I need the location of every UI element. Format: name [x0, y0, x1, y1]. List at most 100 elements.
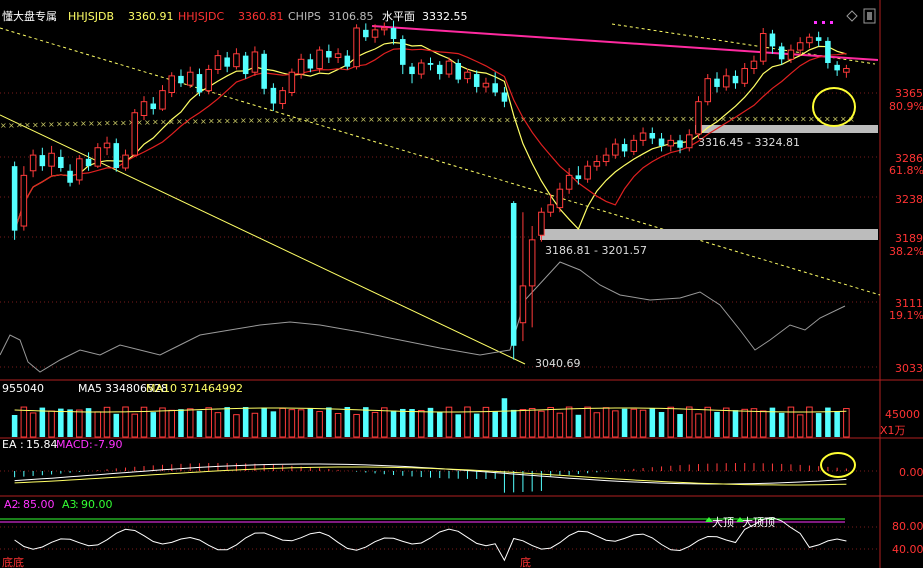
volume-bar-down — [409, 409, 415, 437]
osc-tick: 80.00 — [892, 520, 923, 533]
candle-body-up — [251, 51, 259, 73]
candle-body-up — [131, 112, 139, 156]
cross-marker: × — [680, 114, 687, 123]
candle-body-down — [390, 28, 397, 40]
cross-marker: × — [608, 115, 615, 124]
cross-marker: × — [200, 117, 207, 126]
chips-line — [0, 261, 846, 373]
volume-bar-down — [113, 413, 120, 437]
cross-marker: × — [312, 115, 319, 124]
cross-marker: × — [424, 115, 431, 124]
macd-tick: 0.00 — [899, 466, 923, 479]
cross-marker: × — [296, 116, 303, 125]
volume-bar-down — [455, 414, 461, 437]
volume-bar-down — [677, 414, 683, 437]
fib-tick: 61.8% — [889, 164, 923, 177]
volume-bar-up — [159, 407, 166, 438]
cross-marker: × — [192, 117, 199, 126]
cross-marker: × — [376, 115, 383, 124]
candle-body-up — [381, 27, 388, 31]
cross-marker: × — [816, 115, 823, 124]
candle-body-up — [297, 58, 305, 75]
candle-body-up — [417, 62, 425, 75]
candle-body-up — [122, 154, 129, 169]
volume-bar-up — [796, 414, 804, 438]
cross-marker: × — [640, 114, 647, 123]
candle-body-up — [233, 53, 240, 68]
dea-line — [14, 466, 847, 486]
volume-bar-up — [353, 413, 360, 438]
candle-body-up — [445, 60, 453, 75]
volume-bar-up — [20, 406, 28, 438]
candle-body-down — [492, 83, 498, 93]
candle-body-up — [602, 154, 610, 163]
down-trend-solid — [0, 114, 526, 365]
ma5-label: MA5 — [78, 382, 102, 395]
dots-menu-icon[interactable] — [814, 21, 833, 24]
volume-bar-up — [205, 407, 212, 438]
cross-marker: × — [88, 119, 95, 128]
cross-marker: × — [736, 114, 743, 123]
volume-bar-down — [649, 408, 656, 437]
cross-marker: × — [416, 115, 423, 124]
candle-body-up — [519, 285, 527, 324]
cross-marker: × — [352, 115, 359, 124]
cross-marker: × — [136, 118, 143, 127]
oscillator-panel — [0, 517, 847, 562]
volume-bar-up — [547, 407, 554, 438]
volume-bar-up — [750, 408, 758, 438]
low-point-label: 3040.69 — [535, 357, 581, 370]
cross-marker: × — [568, 115, 575, 124]
cross-marker: × — [784, 115, 791, 124]
ma10-value: 371464992 — [180, 382, 243, 395]
cross-marker: × — [8, 121, 15, 130]
hhjsjdc-value: 3360.81 — [238, 10, 284, 23]
cross-marker: × — [56, 120, 63, 129]
candle-body-down — [473, 74, 480, 87]
volume-bar-up — [565, 406, 573, 438]
volume-bar-down — [326, 407, 332, 437]
candle-body-up — [556, 188, 564, 209]
highlight-marks — [812, 87, 856, 478]
candle-body-up — [538, 211, 545, 236]
candle-body-down — [510, 203, 517, 346]
volume-bar-up — [214, 412, 222, 438]
cross-marker: × — [112, 118, 119, 127]
volume-bar-down — [261, 407, 267, 437]
cross-marker: × — [72, 119, 79, 128]
cross-marker: × — [544, 115, 551, 124]
expand-icon[interactable] — [863, 8, 876, 24]
candle-body-up — [48, 152, 55, 167]
candle-body-down — [769, 33, 776, 47]
cross-marker: × — [360, 115, 367, 124]
price-tick: 3365 — [895, 87, 923, 100]
volume-bar-down — [510, 409, 517, 437]
candle-body-down — [427, 63, 434, 65]
cross-marker: × — [328, 115, 335, 124]
candle-body-up — [94, 147, 102, 167]
candle-body-down — [196, 74, 203, 93]
volume-bar-up — [584, 406, 591, 438]
cross-marker: × — [400, 115, 407, 124]
cross-marker: × — [224, 116, 231, 125]
volume-bar-up — [482, 406, 490, 438]
cross-marker: × — [776, 115, 783, 124]
candle-body-down — [261, 53, 267, 89]
cross-marker: × — [288, 116, 295, 125]
diamond-icon[interactable] — [846, 10, 858, 22]
chips-value: 3106.85 — [328, 10, 374, 23]
candle-body-down — [150, 103, 157, 110]
volume-bar-up — [186, 408, 194, 438]
candle-body-down — [677, 140, 683, 148]
candle-body-up — [565, 174, 573, 190]
volume-bar-up — [29, 412, 37, 438]
volume-bar-up — [787, 406, 795, 438]
volume-bar-up — [639, 409, 647, 438]
volume-bar-down — [196, 410, 203, 437]
candle-body-down — [778, 46, 785, 60]
macd-value: -7.90 — [94, 438, 122, 451]
volume-bar-down — [732, 410, 739, 437]
candle-body-up — [528, 239, 536, 287]
cross-marker: × — [456, 115, 463, 124]
